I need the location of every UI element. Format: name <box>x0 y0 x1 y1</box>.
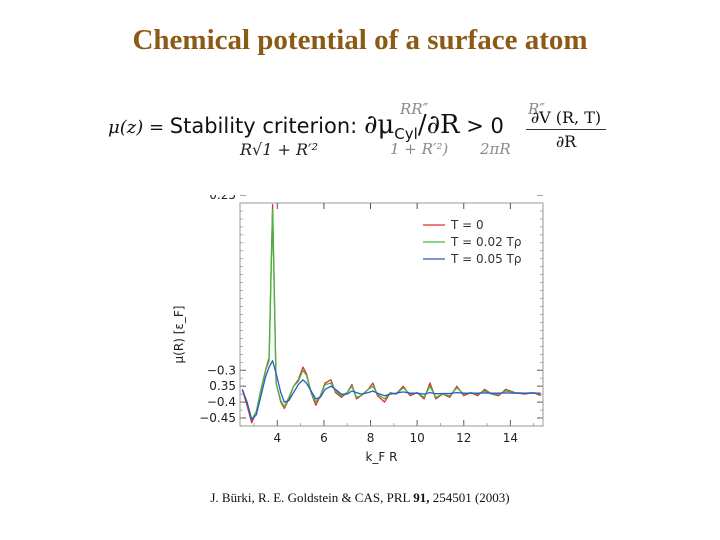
series-line-3 <box>241 360 541 421</box>
formula-ghost-denominator: R√1 + R′² <box>240 140 319 159</box>
x-axis-label: k_F R <box>365 450 397 464</box>
x-tick-label: 14 <box>503 431 518 445</box>
y-tick-label: −0.4 <box>207 395 236 409</box>
formula-partial-mu: ∂μ <box>363 110 395 140</box>
formula-comparison: > 0 <box>466 114 504 138</box>
formula-rhs-numerator: ∂V (R, T) <box>530 108 602 127</box>
formula-ghost-denominator-2: 1 + R′²) <box>390 140 449 158</box>
formula-main-line: μ(z) = Stability criterion: ∂μCyl/∂R > 0 <box>108 110 504 143</box>
x-tick-label: 10 <box>409 431 424 445</box>
formula-rhs-denominator: ∂R <box>555 132 577 151</box>
legend-label: T = 0.02 Tρ <box>450 235 522 249</box>
legend-label: T = 0 <box>450 218 484 232</box>
legend-label: T = 0.05 Tρ <box>450 252 522 266</box>
x-tick-label: 8 <box>367 431 375 445</box>
x-tick-label: 6 <box>320 431 328 445</box>
citation-prefix: J. Bürki, R. E. Goldstein & CAS, PRL <box>210 490 414 505</box>
y-axis-label: μ(R) [ε_F] <box>172 306 186 364</box>
formula-ghost-mid: 2πR <box>480 140 511 158</box>
formula-criterion-text: Stability criterion: <box>169 114 358 138</box>
formula-ghost-numerator-2: R″ <box>528 100 545 118</box>
y-tick-label: 0.25 <box>209 195 236 202</box>
y-tick-label: −0.45 <box>199 411 236 425</box>
formula-ghost-numerator: RR″ <box>400 100 429 118</box>
slide-title: Chemical potential of a surface atom <box>132 24 588 56</box>
x-tick-label: 4 <box>273 431 281 445</box>
y-tick-label: 0.35 <box>209 379 236 393</box>
y-tick-label: −0.3 <box>207 363 236 377</box>
formula-partial-r: /∂R <box>417 110 460 140</box>
x-tick-label: 12 <box>456 431 471 445</box>
stability-formula: RR″ R″ R√1 + R′² 1 + R′²) 2πR μ(z) = Sta… <box>108 96 628 168</box>
citation: J. Bürki, R. E. Goldstein & CAS, PRL 91,… <box>0 490 720 506</box>
formula-rhs-bar <box>526 129 606 130</box>
chemical-potential-chart: 0.25 −0.3 0.35 −0.4 −0.45 4 6 8 10 12 14 T = 0 T = 0… <box>165 188 555 475</box>
formula-lhs: μ(z) = <box>108 117 170 138</box>
chart-svg: 0.25 −0.3 0.35 −0.4 −0.45 4 6 8 10 12 14 T = 0 T = 0… <box>172 188 544 464</box>
formula-partial-sub: Cyl <box>394 125 418 143</box>
citation-suffix: 254501 (2003) <box>429 490 510 505</box>
citation-volume: 91, <box>413 490 430 505</box>
